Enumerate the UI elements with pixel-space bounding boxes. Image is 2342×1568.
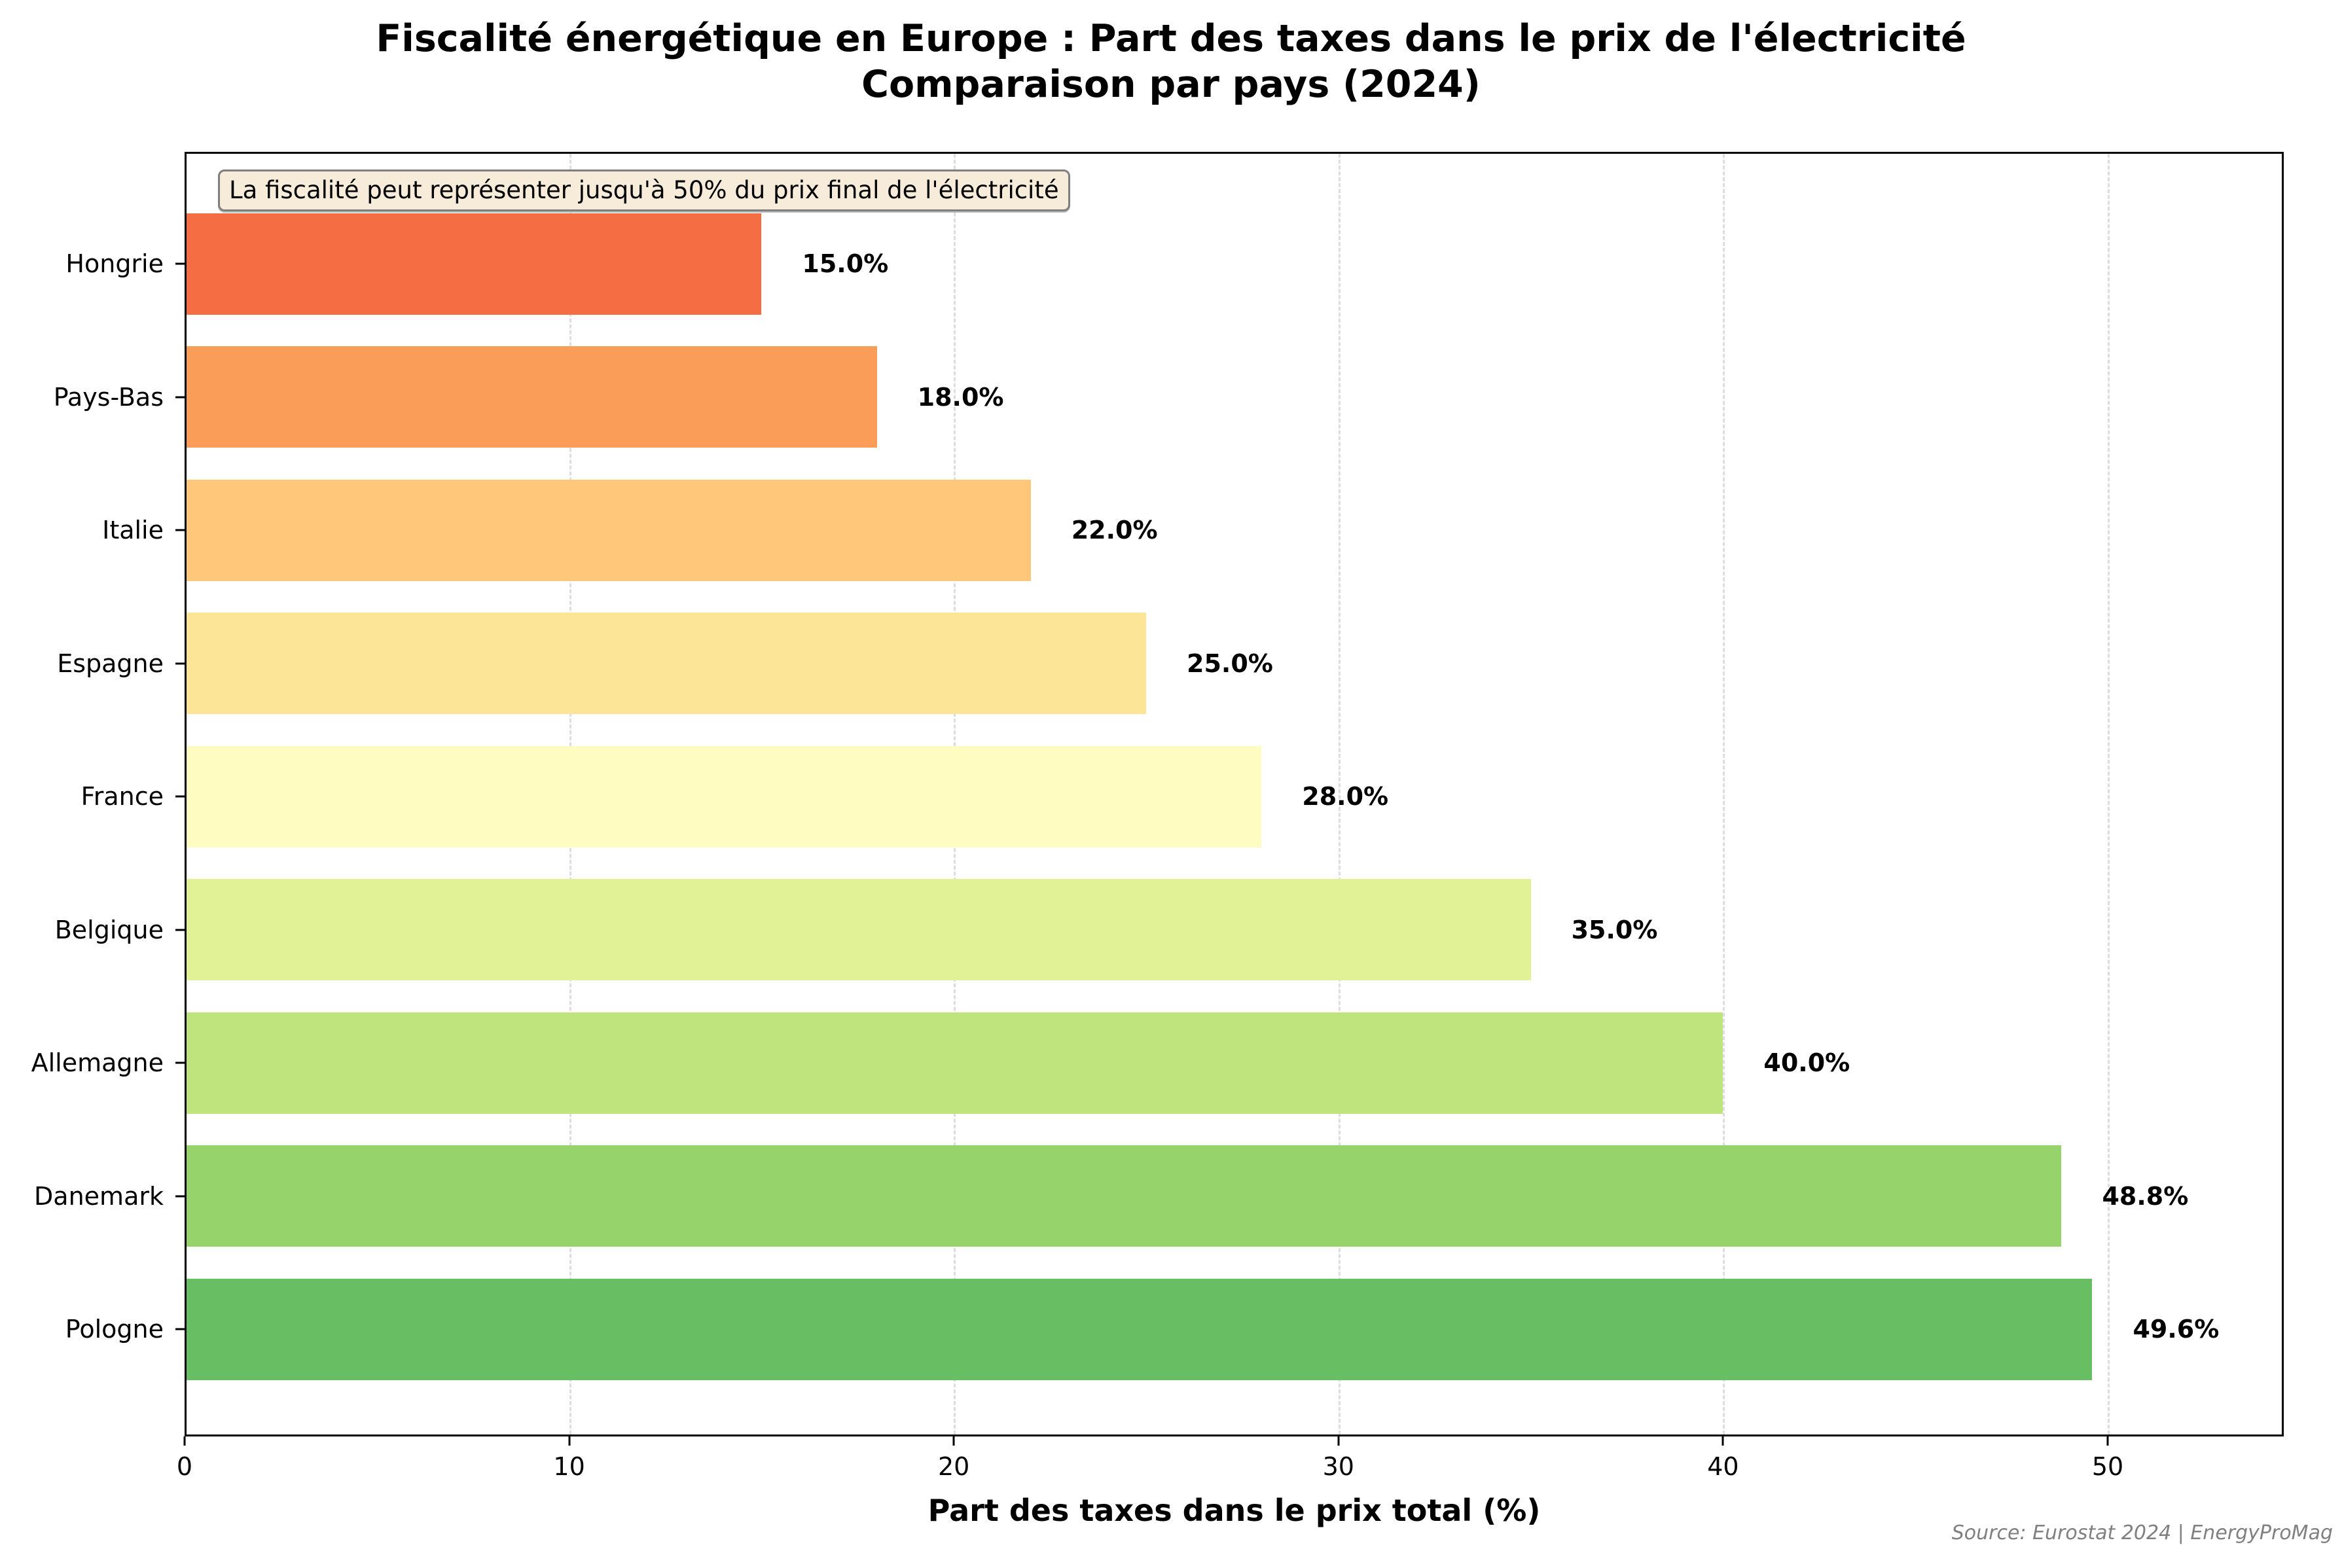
bar-value-label: 18.0%	[917, 382, 1004, 412]
plot-area	[185, 152, 2284, 1436]
bar-pologne	[187, 1278, 2093, 1380]
x-axis-label: Part des taxes dans le prix total (%)	[928, 1493, 1541, 1528]
bar-value-label: 15.0%	[802, 249, 889, 278]
chart-subtitle: Comparaison par pays (2024)	[861, 63, 1481, 106]
chart-title: Fiscalité énergétique en Europe : Part d…	[376, 17, 1966, 60]
x-tick	[1337, 1436, 1340, 1446]
bar-france	[187, 745, 1262, 847]
bar-allemagne	[187, 1012, 1723, 1114]
y-tick	[175, 1328, 185, 1330]
y-tick-label: Espagne	[57, 649, 164, 678]
y-tick-label: Belgique	[54, 915, 164, 944]
bar-value-label: 40.0%	[1763, 1048, 1850, 1077]
annotation-box: La fiscalité peut représenter jusqu'à 50…	[218, 169, 1070, 211]
y-tick	[175, 1061, 185, 1064]
source-credit: Source: Eurostat 2024 | EnergyProMag	[1951, 1522, 2333, 1544]
y-tick-label: Pologne	[65, 1315, 164, 1344]
x-tick-label: 30	[1322, 1452, 1354, 1481]
x-tick	[183, 1436, 186, 1446]
gridline-x-30	[1338, 154, 1341, 1434]
y-tick	[175, 396, 185, 398]
bar-value-label: 28.0%	[1302, 782, 1389, 811]
y-tick	[175, 795, 185, 798]
bar-pays-bas	[187, 346, 877, 448]
y-tick-label: Allemagne	[31, 1048, 164, 1077]
bar-value-label: 25.0%	[1187, 649, 1273, 678]
bar-value-label: 49.6%	[2133, 1315, 2220, 1344]
x-tick-label: 0	[176, 1452, 193, 1481]
x-tick-label: 40	[1707, 1452, 1739, 1481]
bar-espagne	[187, 613, 1146, 714]
y-tick-label: Italie	[102, 516, 164, 544]
x-tick-label: 50	[2091, 1452, 2124, 1481]
y-tick	[175, 262, 185, 265]
x-tick	[2106, 1436, 2109, 1446]
gridline-x-50	[2108, 154, 2110, 1434]
bar-belgique	[187, 879, 1531, 980]
y-tick-label: Hongrie	[65, 249, 164, 278]
y-tick	[175, 1195, 185, 1197]
y-tick	[175, 662, 185, 664]
x-tick	[1721, 1436, 1724, 1446]
x-tick	[568, 1436, 571, 1446]
y-tick-label: France	[81, 782, 164, 811]
y-tick-label: Danemark	[34, 1181, 164, 1211]
x-tick-label: 20	[938, 1452, 970, 1481]
x-tick	[952, 1436, 955, 1446]
y-tick	[175, 529, 185, 531]
bar-danemark	[187, 1145, 2062, 1247]
y-tick-label: Pays-Bas	[53, 382, 164, 412]
y-tick	[175, 929, 185, 931]
bar-value-label: 22.0%	[1071, 516, 1158, 544]
bar-value-label: 35.0%	[1571, 915, 1658, 944]
x-tick-label: 10	[553, 1452, 585, 1481]
bar-value-label: 48.8%	[2102, 1181, 2189, 1211]
bar-italie	[187, 479, 1031, 581]
gridline-x-40	[1723, 154, 1725, 1434]
bar-hongrie	[187, 213, 762, 315]
